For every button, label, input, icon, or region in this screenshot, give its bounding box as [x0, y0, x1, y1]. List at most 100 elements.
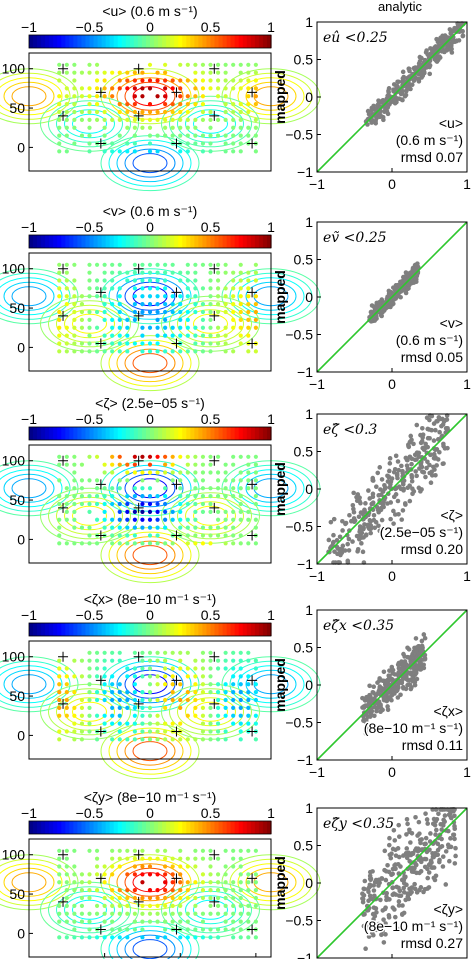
- mapped-dot: [215, 737, 221, 742]
- mapped-dot: [110, 927, 115, 932]
- colorbar-segment: [178, 623, 183, 636]
- mapped-dot: [215, 294, 221, 299]
- colorbar-segment: [154, 821, 159, 834]
- mapped-dot: [57, 286, 62, 291]
- mapped-dot: [87, 911, 92, 916]
- mapped-dot: [110, 86, 115, 91]
- mapped-dot: [140, 486, 145, 491]
- mapped-dot: [208, 349, 213, 354]
- mapped-dot: [163, 117, 168, 122]
- scatter-point: [384, 894, 389, 899]
- mapped-dot: [125, 721, 130, 726]
- mapped-dot: [185, 454, 190, 459]
- mapped-dot: [132, 302, 137, 307]
- contour-line: [169, 688, 252, 736]
- colorbar-segment: [85, 235, 91, 248]
- mapped-dot: [72, 78, 77, 83]
- contour-line: [193, 313, 228, 334]
- mapped-dot: [87, 86, 92, 91]
- identity-line: [316, 413, 468, 565]
- station-marker: [58, 698, 69, 709]
- scatter-point: [371, 932, 376, 938]
- mapped-dot: [132, 888, 137, 893]
- mapped-dot: [170, 349, 175, 354]
- colorbar-segment: [218, 821, 224, 834]
- scatter-point: [431, 464, 436, 470]
- colorbar-segment: [109, 427, 115, 440]
- mapped-dot: [170, 333, 175, 338]
- colorbar-segment: [246, 35, 252, 48]
- colorbar-segment: [93, 427, 99, 440]
- scatter-point: [366, 934, 372, 939]
- mapped-dot: [87, 927, 92, 932]
- station-marker: [247, 287, 258, 298]
- mapped-dot: [125, 125, 130, 130]
- mapped-dot: [155, 341, 160, 346]
- mapped-dot: [208, 509, 213, 514]
- mapped-dot: [132, 895, 137, 901]
- mapped-dot: [147, 462, 153, 467]
- mapped-dot: [215, 721, 221, 726]
- scatter-point: [413, 279, 419, 285]
- mapped-dot: [193, 454, 198, 459]
- scatter-point: [393, 453, 399, 459]
- x-tick-label: −1: [309, 376, 325, 392]
- mapped-dot: [253, 302, 258, 307]
- colorbar-tick-label: 0: [146, 411, 154, 427]
- mapped-dot: [193, 486, 198, 491]
- mapped-dot: [215, 705, 221, 710]
- mapped-dot: [231, 309, 236, 315]
- mapped-dot: [57, 117, 62, 122]
- scatter-point: [401, 661, 406, 667]
- mapped-dot: [79, 525, 85, 530]
- scatter-point: [396, 467, 402, 473]
- colorbar-segment: [254, 235, 260, 248]
- mapped-dot: [223, 86, 228, 91]
- mapped-dot: [231, 903, 236, 908]
- mapped-dot: [238, 302, 243, 307]
- colorbar-segment: [254, 427, 260, 440]
- mapped-dot: [163, 133, 168, 138]
- mapped-dot: [64, 149, 69, 154]
- mapped-dot: [79, 721, 85, 726]
- mapped-dot: [185, 286, 190, 291]
- mapped-dot: [132, 682, 137, 687]
- scatter-point: [395, 498, 401, 504]
- scatter-point: [424, 817, 430, 822]
- mapped-dot: [185, 666, 190, 671]
- mapped-dot: [79, 325, 85, 330]
- mapped-dot: [57, 278, 62, 283]
- y-tick-label: −1: [297, 752, 313, 768]
- panel-label-line: (8e−10 m⁻¹ s⁻¹): [364, 918, 463, 934]
- mapped-dot: [215, 729, 221, 734]
- mapped-dot: [147, 149, 153, 154]
- colorbar-segment: [178, 427, 183, 440]
- y-tick-label: 1: [305, 602, 313, 618]
- scatter-point: [414, 473, 419, 479]
- colorbar-segment: [258, 623, 264, 636]
- mapped-dot: [208, 62, 213, 67]
- mapped-dot: [117, 102, 122, 107]
- contour-line: [64, 501, 115, 531]
- mapped-dot: [57, 149, 62, 154]
- mapped-dot: [193, 94, 198, 99]
- mapped-dot: [246, 294, 251, 299]
- mapped-dot: [223, 341, 228, 346]
- mapped-dot: [72, 309, 77, 315]
- contour-line: [116, 469, 184, 508]
- colorbar-tick-label: −1: [21, 607, 37, 623]
- mapped-dot: [110, 117, 115, 122]
- mapped-dot: [64, 62, 69, 67]
- x-tick-label: 0: [388, 568, 396, 584]
- mapped-dot: [208, 880, 213, 885]
- mapped-dot: [125, 509, 130, 514]
- scatter-point: [381, 669, 387, 675]
- mapped-dot: [117, 309, 122, 315]
- mapped-dot: [72, 62, 77, 67]
- scatter-point: [387, 852, 393, 858]
- scatter-point: [343, 520, 349, 526]
- mapped-dot: [140, 294, 145, 299]
- station-marker: [133, 651, 144, 662]
- scatter-point: [381, 504, 386, 510]
- y-tick-label: 0: [305, 89, 313, 105]
